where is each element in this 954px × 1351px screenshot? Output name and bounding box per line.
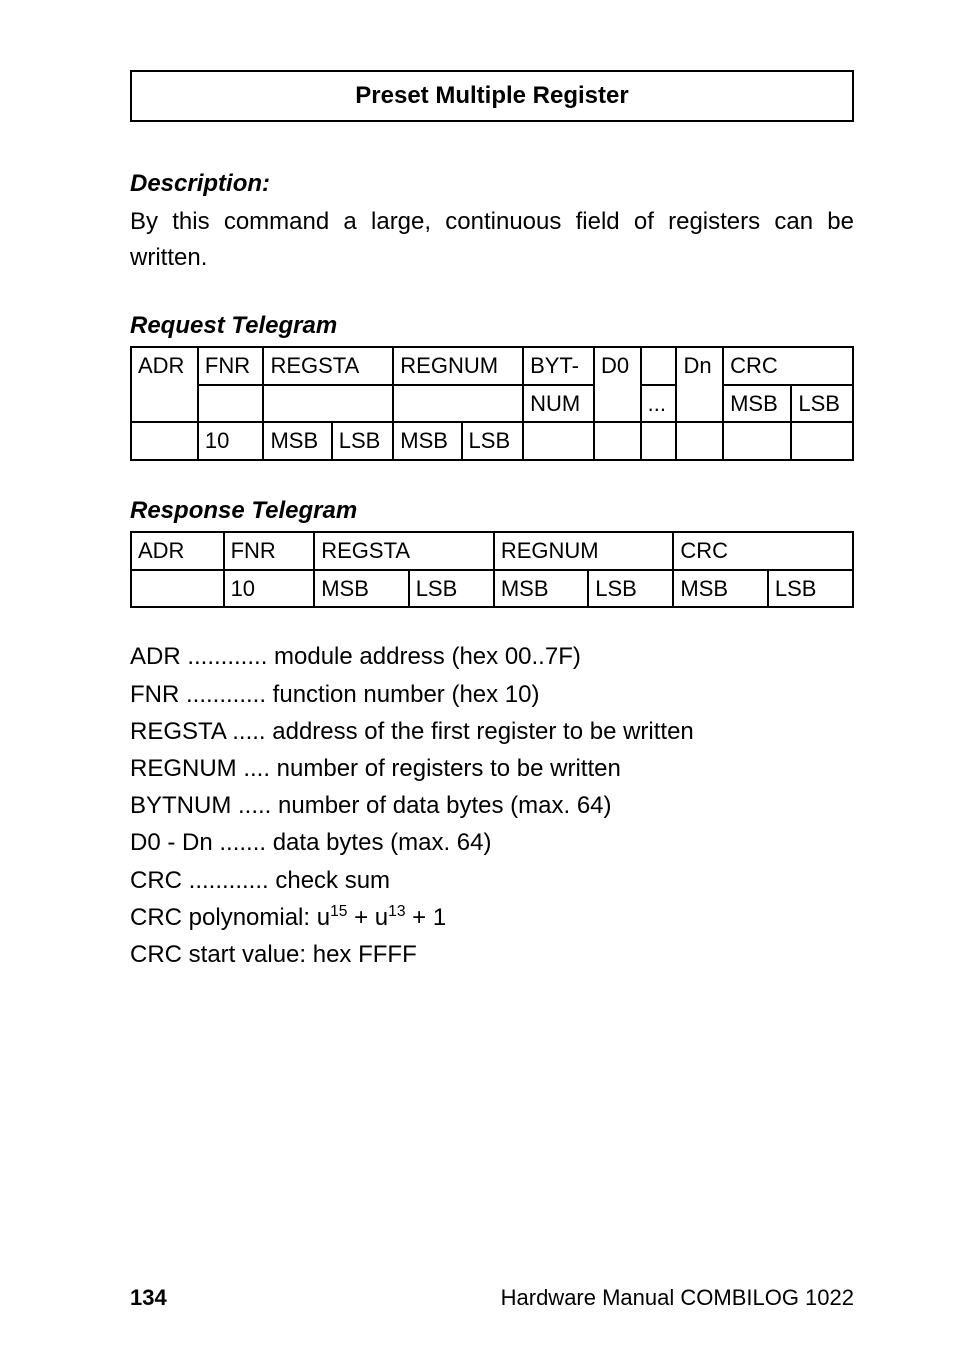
poly-a: CRC polynomial: u xyxy=(130,904,330,931)
cell-blank9 xyxy=(676,422,723,460)
cell-blank5 xyxy=(131,422,198,460)
def-crc: CRC ............ check sum xyxy=(130,862,854,899)
cell-blank8 xyxy=(641,422,677,460)
cell-blank11 xyxy=(791,422,853,460)
page-footer: 134 Hardware Manual COMBILOG 1022 xyxy=(130,1285,854,1311)
section-header-text: Preset Multiple Register xyxy=(355,82,628,109)
def-start: CRC start value: hex FFFF xyxy=(130,936,854,973)
response-heading: Response Telegram xyxy=(130,497,854,525)
r-regnum-msb: MSB xyxy=(494,570,588,608)
cell-regsta-msb: MSB xyxy=(263,422,331,460)
cell-fnr-v: 10 xyxy=(198,422,264,460)
cell-d0: D0 xyxy=(594,347,641,422)
def-d0dn: D0 - Dn ....... data bytes (max. 64) xyxy=(130,824,854,861)
r-regsta-lsb: LSB xyxy=(409,570,494,608)
description-heading: Description: xyxy=(130,170,854,198)
r-regsta-h: REGSTA xyxy=(314,532,494,570)
cell-adr: ADR xyxy=(131,347,198,422)
r-blank0 xyxy=(131,570,224,608)
r-regnum-lsb: LSB xyxy=(588,570,673,608)
cell-dots: ... xyxy=(641,385,677,423)
footer-title: Hardware Manual COMBILOG 1022 xyxy=(501,1285,854,1311)
def-regnum: REGNUM .... number of registers to be wr… xyxy=(130,750,854,787)
request-heading: Request Telegram xyxy=(130,312,854,340)
def-fnr: FNR ............ function number (hex 10… xyxy=(130,676,854,713)
response-table: ADR FNR REGSTA REGNUM CRC 10 MSB LSB MSB… xyxy=(130,531,854,608)
r-adr: ADR xyxy=(131,532,224,570)
cell-blank3 xyxy=(263,385,393,423)
r-crc-h: CRC xyxy=(673,532,853,570)
section-header: Preset Multiple Register xyxy=(130,70,854,122)
cell-blank1 xyxy=(641,347,677,385)
r-fnr-h: FNR xyxy=(224,532,315,570)
cell-blank7 xyxy=(594,422,641,460)
definitions: ADR ............ module address (hex 00.… xyxy=(130,638,854,973)
cell-blank4 xyxy=(393,385,523,423)
r-regnum-h: REGNUM xyxy=(494,532,674,570)
cell-blank2 xyxy=(198,385,264,423)
cell-crc-msb: MSB xyxy=(723,385,791,423)
def-adr: ADR ............ module address (hex 00.… xyxy=(130,638,854,675)
cell-regsta-h: REGSTA xyxy=(263,347,393,385)
r-fnr-v: 10 xyxy=(224,570,315,608)
cell-crc-h: CRC xyxy=(723,347,853,385)
def-regsta: REGSTA ..... address of the first regist… xyxy=(130,713,854,750)
r-crc-lsb: LSB xyxy=(768,570,853,608)
cell-blank6 xyxy=(523,422,594,460)
cell-dn: Dn xyxy=(676,347,723,422)
r-regsta-msb: MSB xyxy=(314,570,408,608)
cell-num: NUM xyxy=(523,385,594,423)
cell-regnum-msb: MSB xyxy=(393,422,461,460)
def-bytnum: BYTNUM ..... number of data bytes (max. … xyxy=(130,787,854,824)
cell-byt-a: BYT- xyxy=(523,347,594,385)
def-poly: CRC polynomial: u15 + u13 + 1 xyxy=(130,899,854,936)
poly-exp2: 13 xyxy=(388,903,405,920)
cell-regnum-h: REGNUM xyxy=(393,347,523,385)
cell-regsta-lsb: LSB xyxy=(332,422,394,460)
description-text: By this command a large, continuous fiel… xyxy=(130,204,854,276)
poly-exp1: 15 xyxy=(330,903,347,920)
cell-regnum-lsb: LSB xyxy=(462,422,524,460)
cell-crc-lsb: LSB xyxy=(791,385,853,423)
cell-blank10 xyxy=(723,422,791,460)
poly-c: + 1 xyxy=(406,904,447,931)
poly-b: + u xyxy=(347,904,388,931)
r-crc-msb: MSB xyxy=(673,570,767,608)
cell-fnr-h: FNR xyxy=(198,347,264,385)
page-number: 134 xyxy=(130,1285,167,1311)
request-table: ADR FNR REGSTA REGNUM BYT- D0 Dn CRC NUM… xyxy=(130,346,854,461)
